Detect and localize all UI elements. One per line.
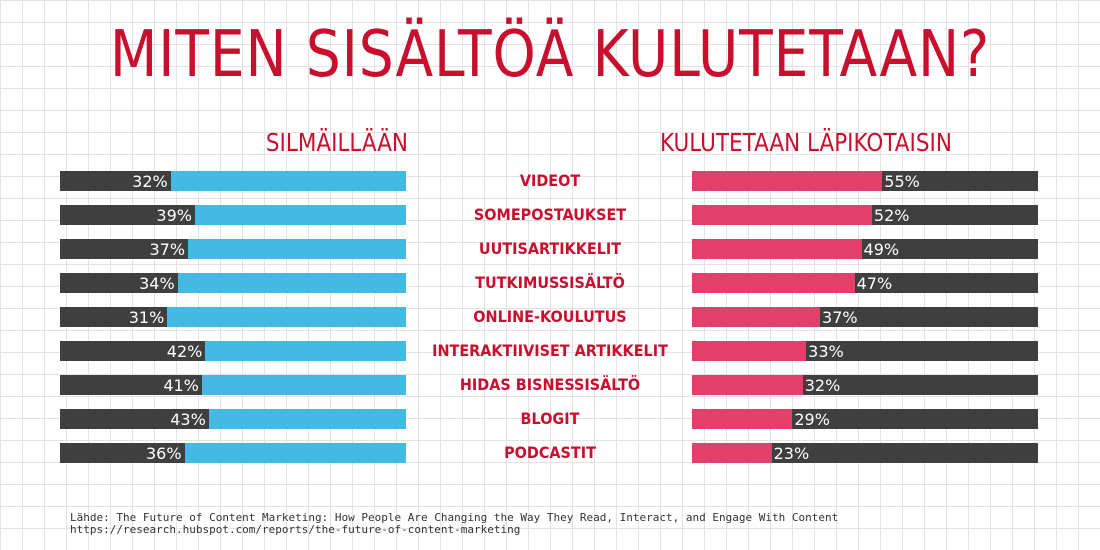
skim-bar: 42% (60, 341, 406, 361)
thorough-bar-remainder (802, 375, 1038, 395)
thorough-value-label: 23% (773, 444, 810, 463)
skim-bar-value (60, 375, 202, 395)
skim-bar: 41% (60, 375, 406, 395)
skim-value-label: 41% (163, 376, 199, 395)
skim-bar: 39% (60, 205, 406, 225)
skim-bar-value (60, 205, 195, 225)
skim-bar-value (60, 443, 185, 463)
skim-bar-remainder (184, 443, 406, 463)
thorough-bar-value (692, 273, 855, 293)
skim-value-label: 42% (166, 342, 203, 361)
category-label: BLOGIT (520, 409, 580, 428)
thorough-value-label: 49% (863, 240, 900, 259)
thorough-bar-value (692, 375, 803, 395)
skim-bar-value (60, 171, 171, 191)
category-label: INTERAKTIIVISET ARTIKKELIT (432, 341, 668, 360)
source-note: Lähde: The Future of Content Marketing: … (70, 512, 838, 536)
thorough-value-label: 29% (794, 410, 830, 429)
skim-value-label: 31% (128, 308, 165, 327)
thorough-bar: 33% (692, 341, 1038, 361)
skim-value-label: 34% (139, 274, 175, 293)
category-label: SOMEPOSTAUKSET (473, 205, 627, 224)
thorough-bar: 47% (692, 273, 1038, 293)
source-line: Lähde: The Future of Content Marketing: … (70, 511, 839, 524)
skim-bar: 32% (60, 171, 406, 191)
category-label: HIDAS BISNESSISÄLTÖ (459, 375, 641, 394)
thorough-bar-value (692, 341, 807, 361)
thorough-bar: 55% (692, 171, 1038, 191)
thorough-bar-value (692, 205, 872, 225)
thorough-bar-remainder (771, 443, 1038, 463)
category-label: UUTISARTIKKELIT (478, 239, 622, 258)
thorough-bar: 37% (692, 307, 1038, 327)
source-url: https://research.hubspot.com/reports/the… (70, 523, 521, 536)
skim-value-label: 32% (132, 172, 168, 191)
skim-bar: 31% (60, 307, 406, 327)
category-label: PODCASTIT (504, 443, 596, 462)
skim-bar-remainder (208, 409, 406, 429)
thorough-bar: 23% (692, 443, 1038, 463)
skim-value-label: 43% (170, 410, 206, 429)
skim-bar: 34% (60, 273, 406, 293)
skim-bar-value (60, 307, 168, 327)
skim-bar-remainder (177, 273, 406, 293)
thorough-bar-remainder (871, 205, 1038, 225)
thorough-bar: 52% (692, 205, 1038, 225)
skim-value-label: 39% (156, 206, 192, 225)
skim-bar: 37% (60, 239, 406, 259)
category-label: VIDEOT (519, 171, 581, 190)
thorough-bar-remainder (861, 239, 1038, 259)
thorough-bar-remainder (806, 341, 1038, 361)
skim-value-label: 37% (149, 240, 186, 259)
thorough-bar-value (692, 409, 793, 429)
thorough-value-label: 47% (856, 274, 893, 293)
thorough-bar-value (692, 443, 772, 463)
thorough-bar-remainder (820, 307, 1038, 327)
skim-bar-value (60, 409, 209, 429)
chart-title: MITEN SISÄLTÖÄ KULUTETAAN? (109, 18, 991, 92)
thorough-bar: 32% (692, 375, 1038, 395)
skim-bar-value (60, 341, 206, 361)
skim-bar-remainder (188, 239, 406, 259)
skim-bar-remainder (194, 205, 406, 225)
thorough-value-label: 55% (884, 172, 920, 191)
skim-bar-remainder (201, 375, 406, 395)
thorough-value-label: 33% (808, 342, 844, 361)
right-series-heading: KULUTETAAN LÄPIKOTAISIN (660, 128, 952, 157)
skim-value-label: 36% (146, 444, 182, 463)
category-label: ONLINE-KOULUTUS (473, 307, 627, 326)
thorough-value-label: 37% (822, 308, 858, 327)
thorough-bar-remainder (882, 171, 1038, 191)
category-label: TUTKIMUSSISÄLTÖ (475, 273, 625, 292)
thorough-bar-value (692, 307, 821, 327)
skim-bar: 43% (60, 409, 406, 429)
thorough-value-label: 32% (804, 376, 841, 395)
skim-bar-remainder (170, 171, 406, 191)
thorough-bar-remainder (792, 409, 1038, 429)
thorough-value-label: 52% (873, 206, 910, 225)
skim-bar-remainder (167, 307, 406, 327)
skim-bar-value (60, 239, 189, 259)
thorough-bar-value (692, 171, 883, 191)
left-series-heading: SILMÄILLÄÄN (265, 128, 408, 157)
skim-bar-value (60, 273, 178, 293)
thorough-bar-remainder (854, 273, 1038, 293)
skim-bar-remainder (205, 341, 406, 361)
thorough-bar: 29% (692, 409, 1038, 429)
skim-bar: 36% (60, 443, 406, 463)
thorough-bar: 49% (692, 239, 1038, 259)
thorough-bar-value (692, 239, 862, 259)
